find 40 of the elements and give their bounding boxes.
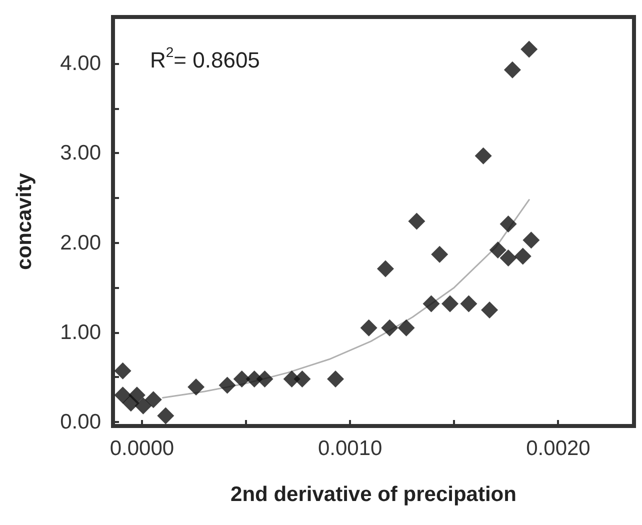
point <box>460 295 478 312</box>
point <box>514 248 532 265</box>
point <box>481 301 498 318</box>
point <box>408 212 426 230</box>
point <box>188 378 205 396</box>
x-tick-label: 0.0000 <box>110 437 174 460</box>
x-axis-title: 2nd derivative of precipation <box>230 483 516 506</box>
y-tick-label: 0.00 <box>60 410 101 434</box>
y-tick-label: 1.00 <box>60 320 101 344</box>
point <box>474 147 492 164</box>
point <box>360 319 378 336</box>
point <box>489 241 506 258</box>
y-tick-label: 4.00 <box>60 52 101 76</box>
point <box>520 40 538 58</box>
point <box>504 61 521 78</box>
point <box>327 370 344 388</box>
point <box>398 319 415 336</box>
y-axis-title: concavity <box>13 172 36 270</box>
point <box>256 370 274 388</box>
point <box>128 386 146 404</box>
x-tick-label: 0.0010 <box>318 437 382 460</box>
point <box>441 295 458 312</box>
point <box>422 295 440 312</box>
point <box>144 391 162 408</box>
point <box>500 250 517 267</box>
point <box>381 319 398 336</box>
point <box>294 370 311 388</box>
point <box>500 215 517 232</box>
point <box>233 370 250 388</box>
point <box>134 397 152 414</box>
y-tick-label: 2.00 <box>60 231 101 254</box>
point <box>522 232 540 249</box>
point <box>218 376 236 394</box>
y-tick-label: 3.00 <box>60 142 101 165</box>
point <box>114 362 132 380</box>
point <box>114 386 132 404</box>
point <box>157 407 174 424</box>
point <box>431 246 448 263</box>
x-tick-label: 0.0020 <box>526 437 590 460</box>
point <box>376 260 394 278</box>
